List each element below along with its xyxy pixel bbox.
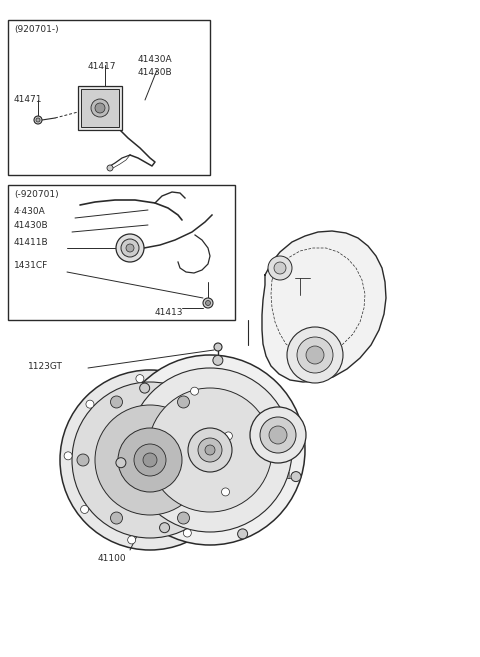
Circle shape [115,355,305,545]
Circle shape [213,355,223,365]
Circle shape [306,346,324,364]
Circle shape [191,387,199,395]
Circle shape [110,512,122,524]
Text: 41430B: 41430B [138,68,173,77]
Text: 41421B: 41421B [238,490,273,499]
Circle shape [159,523,169,533]
Circle shape [198,438,222,462]
Circle shape [34,116,42,124]
Circle shape [121,239,139,257]
Circle shape [260,417,296,453]
Bar [78,86,122,130]
Text: (-920701): (-920701) [14,190,59,199]
Circle shape [64,452,72,460]
Circle shape [60,370,240,550]
Circle shape [116,234,144,262]
Text: 41100: 41100 [98,554,127,563]
Circle shape [287,327,343,383]
Circle shape [134,444,166,476]
Text: 41413: 41413 [155,308,183,317]
Circle shape [95,103,105,113]
Text: 41430A: 41430A [138,55,173,64]
Text: 41430B: 41430B [14,221,48,230]
Circle shape [205,445,215,455]
Circle shape [205,300,211,306]
Text: 41411B: 41411B [14,238,48,247]
Circle shape [297,337,333,373]
Circle shape [116,458,126,468]
Circle shape [72,382,228,538]
Text: 41471: 41471 [14,95,43,104]
Circle shape [86,400,94,408]
Circle shape [143,453,157,467]
Circle shape [128,536,136,544]
Circle shape [128,368,292,532]
Circle shape [268,256,292,280]
Text: 41300: 41300 [206,516,235,525]
Bar [81,89,119,127]
Polygon shape [262,231,386,382]
Circle shape [126,244,134,252]
Circle shape [77,454,89,466]
Circle shape [178,512,190,524]
Circle shape [274,262,286,274]
Circle shape [188,428,232,472]
Circle shape [148,388,272,512]
Text: 41417: 41417 [88,62,117,71]
Text: 1123GT: 1123GT [28,362,63,371]
Circle shape [107,165,113,171]
Circle shape [36,118,40,122]
Circle shape [269,426,287,444]
Circle shape [91,99,109,117]
Bar [8,185,235,320]
Circle shape [224,432,232,440]
Circle shape [291,472,301,482]
Circle shape [203,298,213,308]
Circle shape [214,343,222,351]
Circle shape [118,428,182,492]
Circle shape [110,396,122,408]
Circle shape [211,454,223,466]
Circle shape [183,529,192,537]
Text: (920701-): (920701-) [14,25,59,34]
Circle shape [81,505,89,513]
Bar [8,20,210,175]
Text: 41412: 41412 [270,472,299,481]
Circle shape [178,396,190,408]
Text: 1431CF: 1431CF [14,261,48,270]
Circle shape [222,488,229,496]
Circle shape [95,405,205,515]
Text: 4·430A: 4·430A [14,207,46,216]
Circle shape [238,529,248,539]
Circle shape [140,383,150,393]
Circle shape [250,407,306,463]
Circle shape [136,374,144,382]
